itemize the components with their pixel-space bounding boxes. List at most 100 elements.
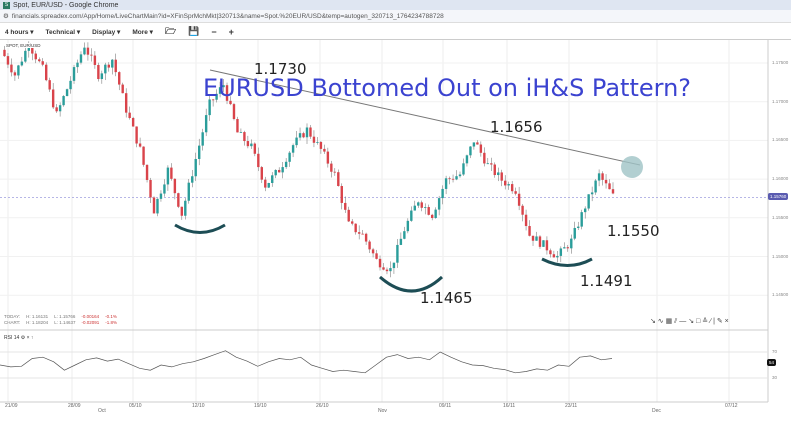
zoom-in-button[interactable]: + [228,26,234,37]
candle-body [97,64,100,80]
candle-body [48,80,51,90]
candle-body [340,186,343,203]
candle-body [166,167,170,185]
candle-body [198,145,201,159]
candle-body [128,112,131,119]
drawing-tools[interactable]: ↘ ∿ ▦ ⫽ — ↘ □ ≙ ∕ | ✎ × [650,318,729,325]
candle-body [587,194,590,209]
candle-body [434,209,437,219]
candle-body [361,233,364,235]
candle-body [211,99,215,101]
candle-body [111,59,114,68]
candle-body [611,189,615,194]
date-tick-label: 19/10 [254,403,267,409]
candle-body [184,200,187,216]
candle-body [583,208,587,213]
candle-body [260,167,263,180]
candle-body [69,80,72,90]
candle-body [392,262,396,269]
annotation-1656: 1.1656 [490,118,543,136]
candle-body [291,145,295,153]
candle-body [451,178,455,180]
folder-icon[interactable]: 🗁 [164,25,177,36]
candle-body [163,184,166,194]
candle-body [573,227,576,239]
candle-body [385,269,389,272]
price-chart[interactable] [0,40,791,424]
candle-body [6,56,10,65]
candle-body [253,143,257,154]
candle-body [274,169,277,176]
candle-body [104,64,107,74]
candle-body [417,202,420,206]
date-tick-label: 28/09 [68,403,81,409]
candle-body [138,143,142,147]
candle-body [90,54,93,56]
candle-body [347,209,350,222]
site-settings-icon[interactable]: ⚙ [3,13,9,20]
candle-body [284,161,288,168]
stats-low: L: 1.14637 [54,320,76,325]
date-tick-label: 09/11 [439,403,452,409]
candle-body [76,62,79,68]
stats-pct: -0.1% [105,314,117,319]
interval-dropdown[interactable]: 4 hours ▾ [5,28,34,36]
candle-body [58,105,62,112]
candle-body [264,179,267,188]
candle-body [330,163,333,172]
stats-change: -0.00164 [81,314,100,319]
zoom-out-button[interactable]: − [211,26,217,37]
more-dropdown[interactable]: More ▾ [132,28,153,36]
candle-body [590,192,594,195]
candle-body [444,178,448,189]
annotation-1550: 1.1550 [607,222,660,240]
candle-body [333,171,337,173]
candle-body [65,89,69,97]
rsi-current-tag: 54 [767,359,777,366]
candle-body [375,253,378,259]
url-text[interactable]: financials.spreadex.com/App/Home/LiveCha… [11,12,444,20]
candle-body [222,85,225,88]
candle-body [531,235,535,241]
candle-body [45,64,48,81]
candle-body [437,198,441,210]
candle-body [424,207,427,208]
candle-body [218,87,222,94]
gear-icon[interactable]: ⚙ [20,335,26,341]
candle-body [476,142,479,145]
technical-dropdown[interactable]: Technical ▾ [45,28,81,36]
candle-body [51,89,55,108]
date-tick-label: 23/11 [565,403,578,409]
address-bar[interactable]: ⚙ financials.spreadex.com/App/Home/LiveC… [0,10,791,23]
candle-body [232,104,236,120]
candle-body [354,223,357,233]
save-icon[interactable]: 💾 [188,26,200,36]
candle-body [3,49,6,57]
candle-body [441,188,444,199]
candle-body [215,93,218,100]
candle-body [396,244,399,263]
y-tick-label: 1.17500 [772,60,789,65]
candle-body [524,214,528,227]
close-icon[interactable]: × [26,335,30,341]
y-tick-label: 1.17000 [772,98,789,104]
stats-change: -0.02091 [81,320,100,325]
candle-body [204,115,208,133]
arrow-up-icon[interactable]: ↑ [30,335,34,341]
candle-body [149,179,152,198]
candle-body [100,73,104,80]
candle-body [364,233,368,242]
month-label: Dec [652,408,661,414]
candle-body [79,54,83,63]
stats-high: H: 1.18204 [26,320,49,325]
display-dropdown[interactable]: Display ▾ [92,28,121,36]
candle-body [208,99,211,116]
date-tick-label: 26/10 [316,403,329,409]
candle-body [357,232,361,234]
candle-body [152,197,156,214]
candle-body [10,64,13,73]
candle-body [323,148,326,152]
instrument-label: SPOT, EUR/USD [6,43,41,48]
candle-body [601,173,604,180]
candle-body [135,126,138,144]
